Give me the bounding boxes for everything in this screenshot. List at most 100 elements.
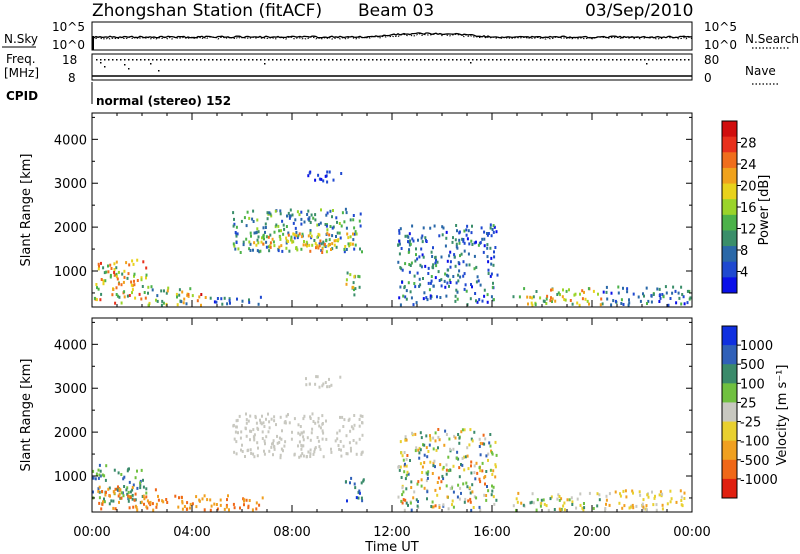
heatmap-cell: [454, 299, 457, 303]
heatmap-cell: [650, 294, 653, 298]
heatmap-cell: [628, 298, 630, 302]
heatmap-cell: [108, 486, 111, 490]
nave-dot: [228, 59, 230, 61]
heatmap-cell: [444, 244, 447, 248]
heatmap-cell: [285, 414, 288, 418]
heatmap-cell: [419, 448, 422, 452]
heatmap-cell: [180, 495, 183, 499]
heatmap-cell: [105, 270, 108, 274]
heatmap-cell: [102, 282, 105, 286]
heatmap-cell: [309, 438, 312, 442]
heatmap-cell: [109, 494, 111, 498]
heatmap-cell: [133, 283, 136, 287]
heatmap-cell: [339, 375, 342, 379]
nave-dot: [664, 59, 666, 61]
heatmap-cell: [131, 288, 134, 292]
heatmap-cell: [454, 264, 457, 268]
heatmap-cell: [178, 288, 181, 292]
heatmap-cell: [112, 490, 115, 494]
heatmap-cell: [427, 272, 430, 275]
heatmap-cell: [145, 495, 148, 499]
heatmap-cell: [312, 420, 315, 423]
heatmap-cell: [272, 240, 275, 244]
heatmap-cell: [398, 296, 401, 300]
nave-dot: [544, 59, 546, 61]
nave-dot: [260, 59, 262, 61]
heatmap-cell: [423, 291, 426, 295]
heatmap-cell: [102, 279, 105, 283]
heatmap-cell: [352, 214, 355, 217]
nave-dot: [636, 59, 638, 61]
heatmap-cell: [404, 435, 407, 439]
heatmap-cell: [265, 417, 267, 421]
heatmap-cell: [653, 496, 656, 500]
colorbar-tick-label: 20: [740, 180, 757, 195]
heatmap-cell: [191, 502, 194, 506]
heatmap-cell: [282, 449, 284, 453]
heatmap-cell: [454, 238, 457, 242]
heatmap-cell: [253, 433, 256, 437]
heatmap-cell: [232, 423, 235, 427]
heatmap-cell: [319, 426, 322, 430]
heatmap-cell: [145, 273, 148, 277]
heatmap-cell: [273, 419, 276, 423]
heatmap-cell: [112, 288, 115, 291]
heatmap-cell: [652, 293, 655, 296]
heatmap-cell: [447, 455, 450, 459]
heatmap-cell: [150, 285, 153, 289]
heatmap-cell: [233, 217, 235, 221]
heatmap-cell: [251, 508, 254, 512]
heatmap-cell: [316, 223, 319, 227]
heatmap-cell: [448, 437, 451, 441]
heatmap-cell: [95, 298, 98, 302]
heatmap-cell: [256, 454, 259, 458]
heatmap-cell: [476, 275, 479, 279]
heatmap-cell: [223, 296, 226, 300]
heatmap-cell: [645, 504, 648, 508]
heatmap-cell: [579, 292, 581, 296]
heatmap-cell: [622, 303, 625, 306]
heatmap-cell: [316, 235, 319, 239]
heatmap-cell: [399, 440, 402, 444]
heatmap-cell: [243, 216, 246, 220]
heatmap-cell: [322, 240, 325, 244]
heatmap-cell: [438, 234, 441, 238]
heatmap-cell: [645, 286, 648, 290]
heatmap-cell: [415, 446, 418, 450]
heatmap-cell: [409, 239, 411, 243]
heatmap-cell: [433, 459, 436, 463]
nave-dot: [100, 62, 102, 64]
heatmap-cell: [462, 260, 465, 264]
heatmap-cell: [457, 483, 460, 487]
heatmap-cell: [321, 422, 324, 425]
heatmap-cell: [652, 503, 655, 507]
y-tick-label: 2000: [54, 221, 87, 236]
heatmap-cell: [563, 298, 566, 301]
heatmap-cell: [637, 295, 640, 299]
heatmap-cell: [669, 500, 672, 504]
heatmap-cell: [326, 211, 329, 215]
heatmap-cell: [624, 489, 627, 493]
heatmap-cell: [358, 491, 361, 495]
nave-dot: [268, 59, 270, 61]
heatmap-cell: [269, 212, 272, 216]
heatmap-cell: [321, 437, 324, 441]
heatmap-cell: [147, 303, 150, 307]
heatmap-cell: [247, 506, 250, 510]
heatmap-cell: [354, 243, 357, 247]
heatmap-cell: [605, 285, 608, 289]
heatmap-cell: [291, 240, 294, 244]
heatmap-cell: [474, 477, 477, 481]
nave-dot: [160, 59, 162, 61]
heatmap-cell: [257, 427, 260, 431]
nave-dot: [336, 59, 338, 61]
heatmap-cell: [646, 302, 648, 305]
heatmap-cell: [142, 494, 145, 498]
heatmap-cell: [471, 490, 474, 494]
nave-label: Nave: [745, 64, 776, 78]
heatmap-cell: [437, 435, 440, 439]
heatmap-cell: [449, 260, 452, 264]
heatmap-cell: [411, 237, 414, 241]
heatmap-cell: [249, 249, 252, 252]
nave-dot: [672, 59, 674, 61]
